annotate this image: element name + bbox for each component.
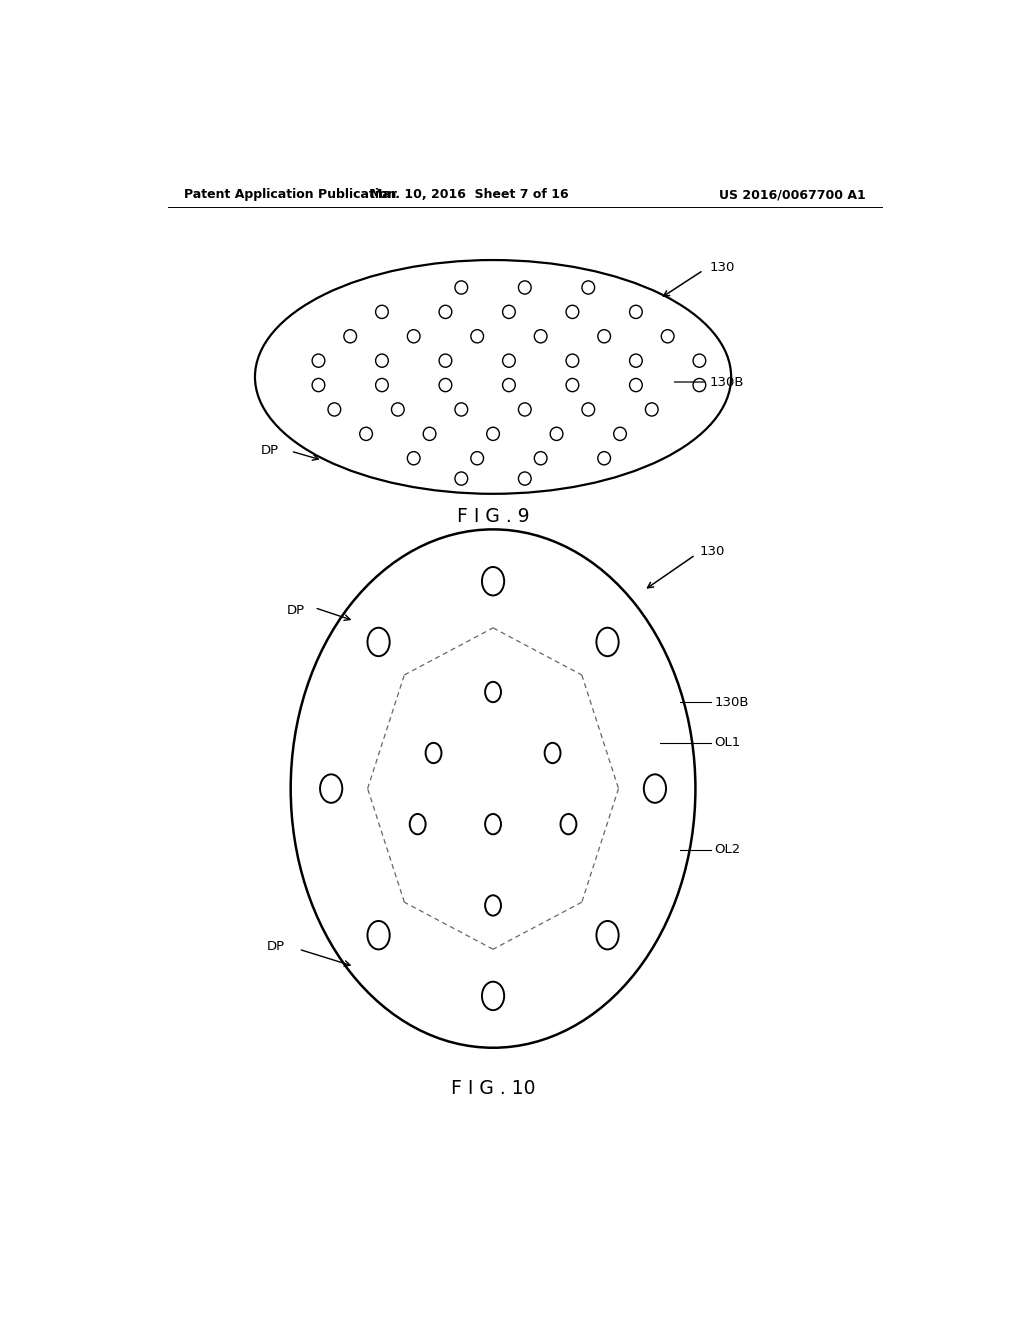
Text: OL2: OL2 <box>715 843 740 857</box>
Text: US 2016/0067700 A1: US 2016/0067700 A1 <box>719 189 866 202</box>
Text: 130B: 130B <box>715 696 749 709</box>
Text: DP: DP <box>287 605 305 618</box>
Text: 130B: 130B <box>710 375 744 388</box>
Text: DP: DP <box>261 444 279 457</box>
Text: OL1: OL1 <box>715 737 740 750</box>
Text: 130: 130 <box>699 545 725 558</box>
Text: 130: 130 <box>710 260 735 273</box>
Text: DP: DP <box>267 940 285 953</box>
Text: Mar. 10, 2016  Sheet 7 of 16: Mar. 10, 2016 Sheet 7 of 16 <box>370 189 568 202</box>
Text: Patent Application Publication: Patent Application Publication <box>183 189 396 202</box>
Text: F I G . 9: F I G . 9 <box>457 507 529 525</box>
Text: F I G . 10: F I G . 10 <box>451 1078 536 1098</box>
